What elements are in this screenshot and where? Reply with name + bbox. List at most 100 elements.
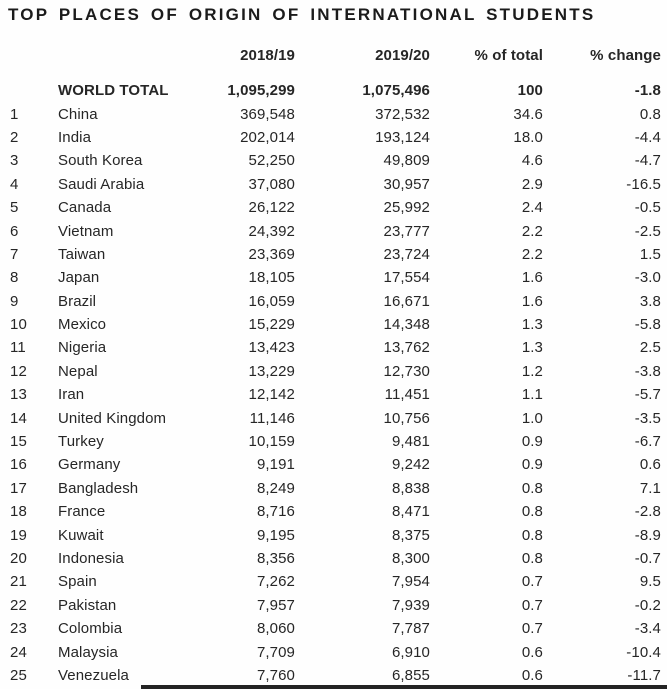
row-2018-19: 23,369: [248, 245, 295, 263]
row-place: Pakistan: [58, 596, 117, 614]
row-rank: 12: [10, 362, 27, 380]
row-place: Colombia: [58, 620, 123, 638]
row-rank: 11: [10, 339, 26, 357]
row-pct-change: 0.6: [639, 456, 661, 474]
total-row-label: WORLD TOTAL: [58, 82, 169, 100]
row-pct-change: -3.8: [634, 362, 661, 380]
row-2019-20: 12,730: [383, 362, 430, 380]
row-2018-19: 13,423: [248, 339, 295, 357]
row-pct-of-total: 2.2: [521, 222, 543, 240]
row-pct-of-total: 1.1: [521, 386, 543, 404]
row-2018-19: 7,262: [256, 573, 295, 591]
row-pct-of-total: 4.6: [521, 152, 543, 170]
origins-table: 2018/19 2019/20 % of total % change WORL…: [0, 42, 667, 687]
world-total-row: WORLD TOTAL 1,095,299 1,075,496 100 -1.8: [0, 79, 667, 102]
row-2019-20: 9,242: [391, 456, 430, 474]
row-2018-19: 12,142: [248, 386, 295, 404]
row-place: Vietnam: [58, 222, 114, 240]
table-row: 23 Colombia 8,060 7,787 0.7 -3.4: [0, 617, 667, 640]
row-place: Kuwait: [58, 526, 104, 544]
column-header-2019-20: 2019/20: [375, 46, 430, 64]
table-row: 2 India 202,014 193,124 18.0 -4.4: [0, 126, 667, 149]
row-pct-of-total: 0.7: [521, 573, 543, 591]
table-row: 10 Mexico 15,229 14,348 1.3 -5.8: [0, 313, 667, 336]
row-2019-20: 8,375: [391, 526, 430, 544]
row-rank: 14: [10, 409, 27, 427]
table-row: 3 South Korea 52,250 49,809 4.6 -4.7: [0, 149, 667, 172]
row-2019-20: 7,954: [391, 573, 430, 591]
row-rank: 17: [10, 479, 27, 497]
row-place: South Korea: [58, 152, 143, 170]
row-rank: 10: [10, 316, 27, 334]
row-rank: 18: [10, 503, 27, 521]
row-pct-of-total: 34.6: [513, 105, 543, 123]
row-2018-19: 202,014: [240, 128, 295, 146]
row-2018-19: 7,760: [256, 666, 295, 684]
row-rank: 23: [10, 620, 27, 638]
row-rank: 2: [10, 128, 19, 146]
row-pct-of-total: 1.3: [521, 316, 543, 334]
row-place: Malaysia: [58, 643, 118, 661]
row-rank: 25: [10, 666, 27, 684]
row-2019-20: 23,724: [383, 245, 430, 263]
table-body: 1 China 369,548 372,532 34.6 0.8 2 India 202,014…: [0, 102, 667, 687]
row-pct-change: -5.7: [634, 386, 661, 404]
row-pct-of-total: 0.6: [521, 666, 543, 684]
row-pct-change: -8.9: [634, 526, 661, 544]
row-pct-change: 2.5: [639, 339, 661, 357]
table-row: 19 Kuwait 9,195 8,375 0.8 -8.9: [0, 523, 667, 546]
row-2019-20: 372,532: [375, 105, 430, 123]
row-place: Bangladesh: [58, 479, 139, 497]
row-place: Venezuela: [58, 666, 129, 684]
row-place: Iran: [58, 386, 85, 404]
table-row: 9 Brazil 16,059 16,671 1.6 3.8: [0, 290, 667, 313]
table-row: 25 Venezuela 7,760 6,855 0.6 -11.7: [0, 664, 667, 687]
row-place: India: [58, 128, 92, 146]
row-pct-change: -16.5: [626, 175, 661, 193]
row-2019-20: 8,471: [391, 503, 430, 521]
row-rank: 21: [10, 573, 27, 591]
row-2018-19: 9,195: [256, 526, 295, 544]
column-header-pct-change: % change: [590, 46, 661, 64]
row-place: Mexico: [58, 316, 107, 334]
row-pct-change: -3.5: [634, 409, 661, 427]
row-rank: 24: [10, 643, 27, 661]
row-2019-20: 30,957: [383, 175, 430, 193]
row-2019-20: 25,992: [383, 199, 430, 217]
row-pct-change: -3.4: [634, 620, 661, 638]
row-pct-of-total: 0.9: [521, 433, 543, 451]
table-row: 8 Japan 18,105 17,554 1.6 -3.0: [0, 266, 667, 289]
row-pct-change: -4.7: [634, 152, 661, 170]
table-row: 24 Malaysia 7,709 6,910 0.6 -10.4: [0, 640, 667, 663]
row-pct-of-total: 0.7: [521, 596, 543, 614]
row-rank: 3: [10, 152, 19, 170]
row-pct-change: -3.0: [634, 269, 661, 287]
row-2018-19: 37,080: [248, 175, 295, 193]
row-pct-change: 3.8: [639, 292, 661, 310]
row-place: China: [58, 105, 98, 123]
row-2018-19: 13,229: [248, 362, 295, 380]
row-pct-of-total: 1.2: [521, 362, 543, 380]
row-2018-19: 369,548: [240, 105, 295, 123]
row-2019-20: 17,554: [383, 269, 430, 287]
row-place: Taiwan: [58, 245, 106, 263]
row-place: Indonesia: [58, 550, 124, 567]
row-rank: 15: [10, 433, 27, 451]
row-pct-change: -2.5: [634, 222, 661, 240]
table-row: 14 United Kingdom 11,146 10,756 1.0 -3.5: [0, 406, 667, 429]
row-place: Brazil: [58, 292, 97, 310]
table-row: 11 Nigeria 13,423 13,762 1.3 2.5: [0, 336, 667, 359]
row-rank: 16: [10, 456, 27, 474]
row-2018-19: 26,122: [248, 199, 295, 217]
row-rank: 6: [10, 222, 19, 240]
row-2019-20: 23,777: [383, 222, 430, 240]
table-row: 4 Saudi Arabia 37,080 30,957 2.9 -16.5: [0, 173, 667, 196]
row-place: Japan: [58, 269, 100, 287]
row-pct-of-total: 1.3: [521, 339, 543, 357]
table-row: 6 Vietnam 24,392 23,777 2.2 -2.5: [0, 219, 667, 242]
row-place: Germany: [58, 456, 121, 474]
row-place: Canada: [58, 199, 112, 217]
row-rank: 9: [10, 292, 19, 310]
total-pct-of-total: 100: [517, 82, 543, 100]
row-2019-20: 10,756: [383, 409, 430, 427]
